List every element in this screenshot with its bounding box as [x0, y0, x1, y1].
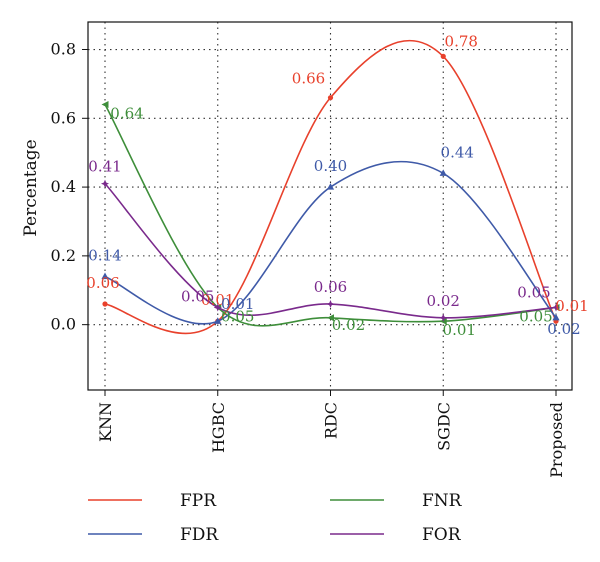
series-line-fnr [104, 104, 557, 327]
data-label-fnr: 0.05 [519, 307, 552, 325]
series-fdr [101, 160, 560, 325]
legend-item-fdr: FDR [88, 525, 219, 545]
data-label-fnr: 0.01 [443, 321, 476, 339]
x-tick-label: SGDC [434, 402, 453, 451]
series-for [101, 179, 560, 322]
x-tick-label: KNN [96, 402, 115, 442]
y-tick-label: 0.4 [51, 177, 76, 196]
point-marker [327, 314, 334, 322]
point-marker [101, 101, 109, 109]
point-marker [552, 313, 560, 321]
legend-label: FOR [422, 525, 462, 545]
x-tick-label: RDC [322, 402, 341, 439]
point-marker [214, 317, 222, 324]
legend-item-fnr: FNR [330, 491, 463, 511]
y-tick-label: 0.8 [51, 40, 76, 59]
data-label-for: 0.02 [427, 292, 460, 310]
data-label-for: 0.05 [517, 283, 550, 301]
y-axis-title: Percentage [21, 139, 41, 236]
x-tick-label: HGBC [209, 402, 228, 453]
legend-label: FDR [180, 525, 219, 545]
legend: FPR FNR FDR FOR [88, 491, 463, 545]
point-marker [439, 313, 448, 322]
point-marker [102, 301, 108, 307]
point-marker [101, 179, 109, 188]
legend-item-fpr: FPR [88, 491, 217, 511]
data-label-fpr: 0.78 [445, 32, 478, 50]
data-label-fnr: 0.02 [332, 316, 365, 334]
data-label-fnr: 0.05 [221, 307, 254, 325]
series-group [101, 39, 560, 335]
y-tick-label: 0.2 [51, 246, 76, 265]
data-label-for: 0.41 [88, 158, 121, 176]
axes: 0.0 0.2 0.4 0.6 0.8 KNN HGBC RDC SGDC Proposed [51, 21, 573, 478]
point-marker [440, 53, 446, 59]
point-marker [327, 95, 334, 101]
data-label-fdr: 0.44 [441, 143, 474, 161]
data-label-fpr: 0.01 [201, 291, 234, 309]
data-labels: 0.060.010.660.780.010.640.05 0.02 0.010.05… [86, 32, 588, 339]
data-label-fdr: 0.14 [88, 247, 121, 265]
data-label-for: 0.06 [314, 278, 347, 296]
legend-label: FNR [422, 491, 463, 511]
point-marker [552, 303, 560, 312]
data-label-fpr: 0.66 [292, 70, 325, 88]
point-marker [101, 272, 109, 280]
data-label-fdr: 0.02 [547, 320, 580, 338]
data-label-for: 0.05 [181, 287, 214, 305]
data-label-fdr: 0.40 [314, 157, 347, 175]
point-marker [326, 300, 335, 309]
legend-label: FPR [180, 491, 217, 511]
y-tick-label: 0.6 [51, 108, 76, 127]
series-line-for [104, 183, 557, 319]
y-tick-label: 0.0 [51, 315, 76, 334]
grid [88, 22, 572, 390]
point-marker [326, 183, 335, 190]
point-marker [439, 169, 447, 176]
data-label-fdr: 0.01 [221, 295, 254, 313]
legend-item-for: FOR [330, 525, 462, 545]
data-label-fpr: 0.06 [86, 274, 119, 292]
data-label-fpr: 0.01 [555, 297, 588, 315]
x-tick-label: Proposed [547, 402, 566, 478]
point-marker [213, 303, 222, 312]
data-label-fnr: 0.64 [110, 105, 143, 123]
